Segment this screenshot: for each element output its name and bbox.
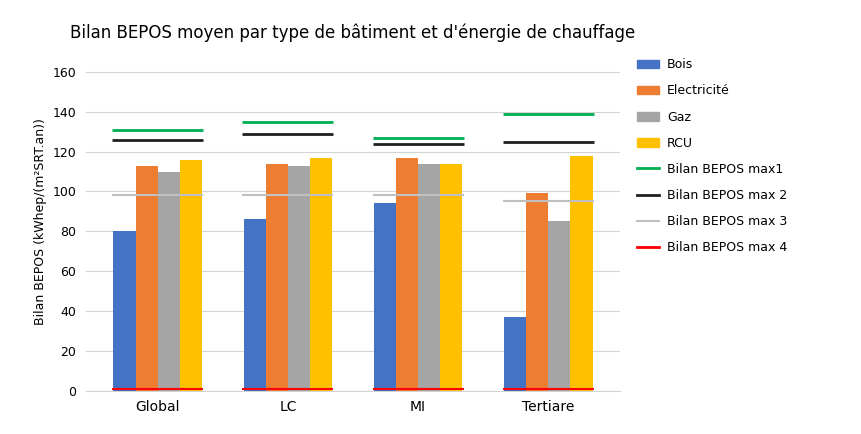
Bar: [310, 158, 332, 391]
Bar: [158, 171, 180, 391]
Bar: [374, 204, 396, 391]
Bar: [180, 160, 202, 391]
Bar: [504, 317, 526, 391]
Bar: [135, 166, 158, 391]
Bar: [396, 158, 418, 391]
Bar: [440, 164, 462, 391]
Bar: [548, 221, 571, 391]
Y-axis label: Bilan BEPOS (kWhep/(m²SRT.an)): Bilan BEPOS (kWhep/(m²SRT.an)): [34, 118, 47, 325]
Bar: [526, 194, 548, 391]
Bar: [571, 156, 592, 391]
Bar: [418, 164, 440, 391]
Bar: [114, 231, 135, 391]
Bar: [244, 219, 266, 391]
Bar: [266, 164, 288, 391]
Legend: Bois, Electricité, Gaz, RCU, Bilan BEPOS max1, Bilan BEPOS max 2, Bilan BEPOS ma: Bois, Electricité, Gaz, RCU, Bilan BEPOS…: [637, 58, 787, 254]
Bar: [288, 166, 310, 391]
Title: Bilan BEPOS moyen par type de bâtiment et d'énergie de chauffage: Bilan BEPOS moyen par type de bâtiment e…: [71, 24, 635, 42]
